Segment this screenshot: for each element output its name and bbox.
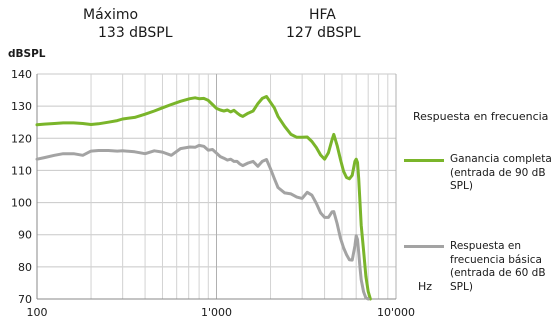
- hfa-value: 127 dBSPL: [286, 25, 361, 41]
- y-tick-label-130: 130: [11, 100, 32, 113]
- y-tick-label-90: 90: [18, 229, 32, 242]
- max-value: 133 dBSPL: [98, 25, 173, 41]
- legend-label-full-gain: Ganancia completa (entrada de 90 dB SPL): [450, 153, 552, 192]
- legend-swatch-full-gain: [404, 159, 444, 162]
- y-axis-label: dBSPL: [8, 48, 46, 60]
- grid: [36, 73, 397, 300]
- x-tick-label-1000: 1'000: [201, 306, 232, 319]
- x-tick-label-100: 100: [27, 306, 48, 319]
- max-label: Máximo: [83, 7, 139, 23]
- series-lines: [35, 95, 372, 301]
- y-tick-label-110: 110: [11, 164, 32, 177]
- x-axis-label: Hz: [418, 280, 432, 293]
- legend-label-basic-response: Respuesta en frecuencia básica (entrada …: [450, 240, 546, 293]
- hfa-label: HFA: [309, 7, 336, 23]
- y-tick-label-80: 80: [18, 261, 32, 274]
- y-tick-label-120: 120: [11, 132, 32, 145]
- x-tick-label-10000: 10'000: [377, 306, 415, 319]
- series-line-basic-response: [35, 143, 370, 301]
- y-tick-label-140: 140: [11, 68, 32, 81]
- y-tick-label-100: 100: [11, 197, 32, 210]
- legend-title: Respuesta en frecuencia: [413, 110, 549, 123]
- legend-swatch-basic-response: [404, 245, 444, 248]
- y-tick-label-70: 70: [18, 293, 32, 306]
- series-line-full-gain: [35, 95, 372, 301]
